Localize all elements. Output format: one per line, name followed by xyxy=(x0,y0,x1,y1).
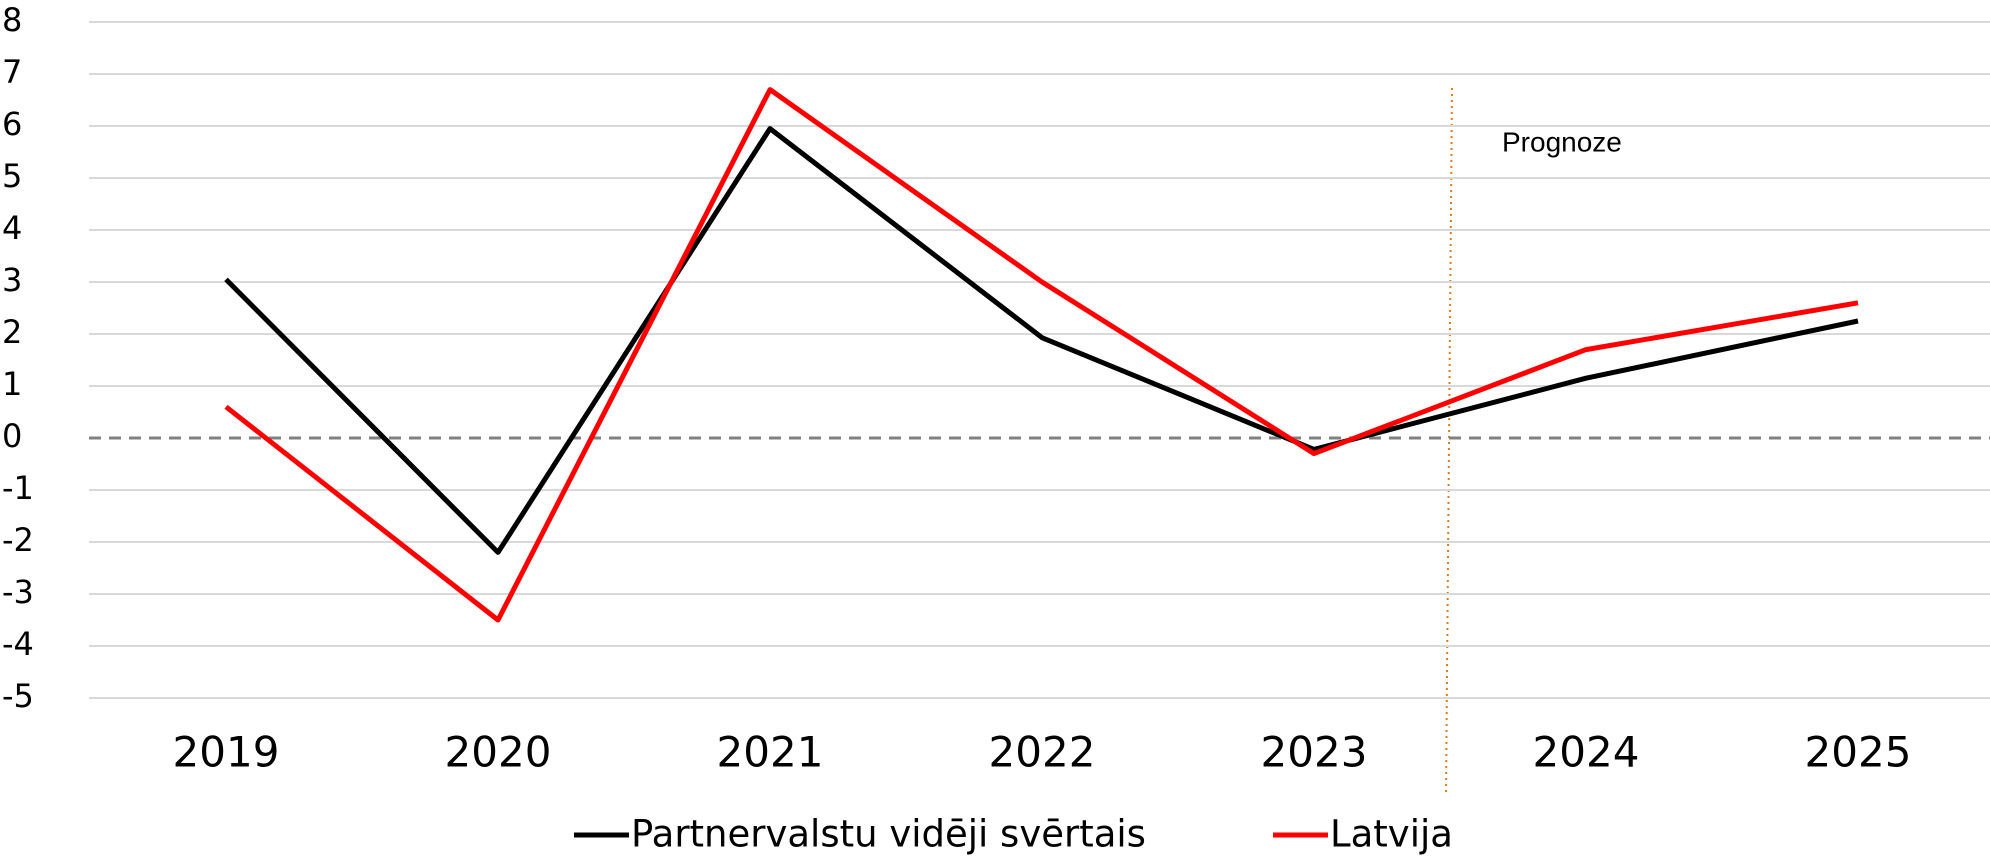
y-tick-label: -4 xyxy=(2,625,34,663)
y-tick-label: 8 xyxy=(2,1,22,39)
series-line xyxy=(224,87,1859,623)
x-tick-label: 2022 xyxy=(989,728,1096,777)
y-tick-label: 0 xyxy=(2,417,22,455)
y-tick-label: 4 xyxy=(2,209,22,247)
x-tick-label: 2023 xyxy=(1261,728,1368,777)
x-tick-label: 2024 xyxy=(1533,728,1640,777)
y-tick-label: -1 xyxy=(2,469,34,507)
y-tick-label: 2 xyxy=(2,313,22,351)
x-tick-label: 2025 xyxy=(1805,728,1912,777)
annotation: Prognoze xyxy=(1502,126,1622,157)
y-tick-label: -3 xyxy=(2,573,34,611)
legend-label: Latvija xyxy=(1330,813,1453,856)
legend-label: Partnervalstu vidēji svērtais xyxy=(631,813,1146,856)
y-tick-label: 1 xyxy=(2,365,22,403)
x-tick-label: 2019 xyxy=(173,728,280,777)
x-tick-label: 2020 xyxy=(445,728,552,777)
series-line xyxy=(224,126,1859,555)
y-tick-label: 6 xyxy=(2,105,22,143)
y-tick-label: 7 xyxy=(2,53,22,91)
y-tick-label: -5 xyxy=(2,677,34,715)
y-tick-label: 5 xyxy=(2,157,22,195)
y-tick-label: 3 xyxy=(2,261,22,299)
x-tick-label: 2021 xyxy=(717,728,824,777)
forecast-divider xyxy=(1445,87,1453,796)
y-tick-label: -2 xyxy=(2,521,34,559)
